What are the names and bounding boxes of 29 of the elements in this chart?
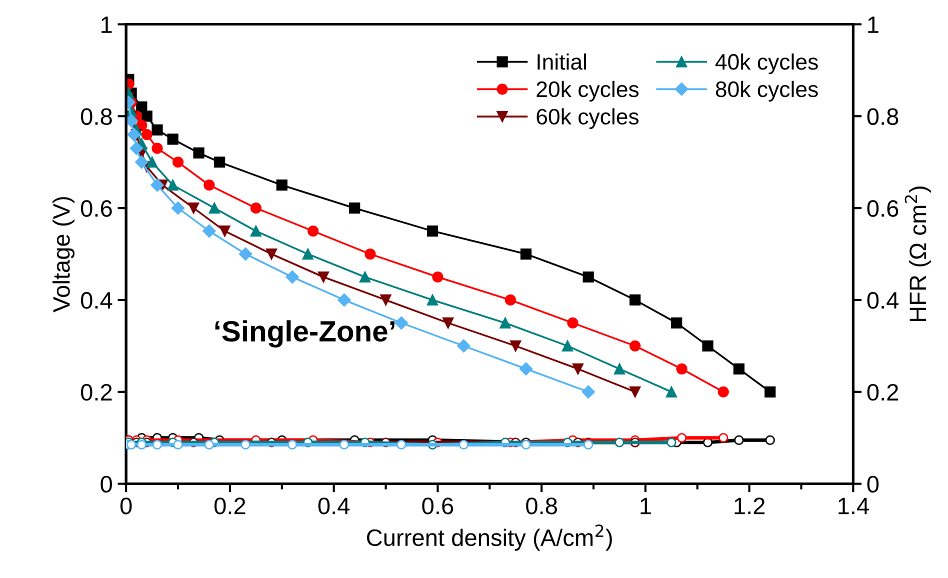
y2-tick-label: 0.4 (867, 292, 899, 309)
x-axis-title: Current density (A/cm$^{2}$) (367, 524, 612, 551)
y-tick-label: 0.2 (80, 384, 112, 401)
y-tick-label: 0.8 (80, 108, 112, 125)
annotation: ‘Single-Zone’ (215, 320, 394, 348)
y-tick-label: 0.6 (80, 200, 112, 217)
y2-tick-label: 0.6 (867, 200, 898, 217)
y-tick-label: 0.4 (80, 292, 112, 309)
y2-tick-label: 0.2 (867, 384, 898, 401)
legend-label: 60k cycles (536, 108, 639, 129)
legend-label: 40k cycles (715, 53, 818, 74)
x-tick-label: 0.8 (526, 498, 557, 514)
legend-label: Initial (538, 53, 586, 70)
legend-label: 80k cycles (716, 80, 818, 102)
y-tick-label: 1 (102, 16, 112, 33)
x-tick-label: 0.2 (214, 498, 246, 514)
y2-axis-title: HFR (Ω cm$^{2}$) (904, 186, 931, 322)
y2-tick-label: 0.8 (867, 108, 898, 125)
y2-tick-label: 1 (868, 16, 878, 33)
y-tick-label: 0 (100, 476, 112, 493)
x-tick-label: 0 (120, 498, 132, 514)
x-tick-label: 0.6 (422, 498, 454, 514)
x-tick-label: 1.2 (734, 498, 765, 514)
legend-label: 20k cycles (536, 80, 639, 102)
x-tick-label: 1 (640, 498, 651, 514)
x-tick-label: 1.4 (838, 498, 869, 514)
y-axis-title: Voltage (V) (52, 197, 75, 312)
y2-tick-label: 0 (867, 476, 879, 493)
x-tick-label: 0.4 (318, 498, 350, 514)
